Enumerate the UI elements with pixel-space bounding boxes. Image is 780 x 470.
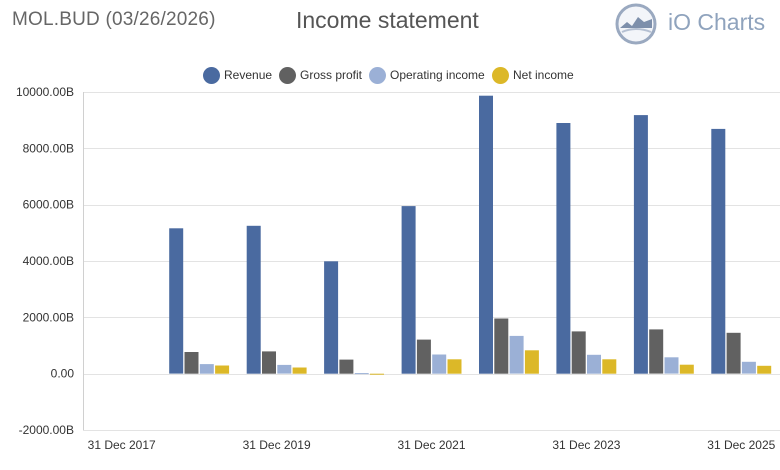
y-tick-label: 10000.00B	[16, 85, 74, 99]
bar-net-income[interactable]	[757, 365, 772, 374]
legend-swatch-operating-income	[369, 66, 386, 84]
x-tick-label: 31 Dec 2023	[552, 438, 620, 452]
bar-revenue[interactable]	[633, 115, 648, 374]
bar-gross-profit[interactable]	[494, 318, 509, 374]
bar-gross-profit[interactable]	[184, 352, 199, 374]
chart-title: Income statement	[296, 7, 479, 33]
legend-label-revenue: Revenue	[224, 68, 273, 82]
bar-operating-income[interactable]	[199, 364, 214, 374]
y-tick-label: 6000.00B	[23, 198, 74, 212]
bar-gross-profit[interactable]	[339, 359, 354, 374]
bar-operating-income[interactable]	[741, 361, 756, 374]
bar-operating-income[interactable]	[277, 364, 292, 374]
legend-label-operating-income: Operating income	[390, 68, 485, 82]
y-tick-label: 2000.00B	[23, 310, 74, 324]
y-tick-label: 8000.00B	[23, 141, 74, 155]
bar-net-income[interactable]	[292, 367, 307, 374]
x-tick-label: 31 Dec 2019	[243, 438, 311, 452]
x-tick-label: 31 Dec 2025	[707, 438, 775, 452]
bar-gross-profit[interactable]	[571, 331, 586, 374]
bar-net-income[interactable]	[524, 350, 539, 374]
bar-revenue[interactable]	[169, 228, 184, 374]
legend-swatch-net-income	[492, 66, 509, 84]
x-tick-label: 31 Dec 2021	[397, 438, 465, 452]
bar-net-income[interactable]	[602, 359, 617, 374]
legend-item-revenue[interactable]: Revenue	[203, 66, 272, 84]
y-tick-label: 0.00	[51, 367, 75, 381]
bar-revenue[interactable]	[401, 206, 416, 374]
bar-net-income[interactable]	[679, 364, 694, 374]
bar-net-income[interactable]	[215, 365, 230, 374]
bar-operating-income[interactable]	[587, 354, 601, 374]
y-tick-label: -2000.00B	[19, 423, 74, 437]
bar-revenue[interactable]	[556, 123, 571, 374]
bar-operating-income[interactable]	[354, 373, 369, 375]
bar-gross-profit[interactable]	[649, 329, 664, 374]
bar-gross-profit[interactable]	[726, 332, 741, 374]
bar-revenue[interactable]	[479, 95, 493, 374]
brand-name: iO Charts	[668, 9, 766, 35]
x-tick-label: 31 Dec 2017	[88, 438, 156, 452]
bar-series	[169, 95, 772, 375]
grid-lines	[83, 92, 780, 431]
bar-gross-profit[interactable]	[262, 351, 276, 374]
bar-net-income[interactable]	[447, 359, 462, 374]
y-tick-label: 4000.00B	[23, 254, 74, 268]
legend-item-operating-income[interactable]: Operating income	[369, 66, 485, 84]
brand-logo[interactable]: iO Charts	[614, 2, 780, 46]
brand-globe-icon	[615, 3, 657, 45]
legend-item-gross-profit[interactable]: Gross profit	[279, 66, 362, 84]
legend-item-net-income[interactable]: Net income	[492, 66, 574, 84]
legend-label-net-income: Net income	[513, 68, 574, 82]
legend-label-gross-profit: Gross profit	[300, 68, 363, 82]
bar-operating-income[interactable]	[664, 357, 679, 374]
y-axis-tick-labels: -2000.00B 0.00 2000.00B 4000.00B 6000.00B 800…	[16, 85, 74, 437]
legend-swatch-gross-profit	[279, 66, 296, 84]
legend-swatch-revenue	[203, 66, 220, 84]
ticker-label: MOL.BUD (03/26/2026)	[12, 9, 216, 30]
bar-revenue[interactable]	[324, 261, 339, 374]
chart-legend: Revenue Gross profit Operating income Ne…	[0, 66, 780, 84]
x-axis-tick-labels: 31 Dec 2017 31 Dec 2019 31 Dec 2021 31 Dec …	[88, 438, 776, 452]
bar-revenue[interactable]	[711, 128, 726, 374]
bar-net-income[interactable]	[370, 373, 384, 375]
bar-operating-income[interactable]	[432, 354, 447, 374]
bar-operating-income[interactable]	[509, 335, 524, 374]
bar-revenue[interactable]	[246, 225, 261, 374]
bar-gross-profit[interactable]	[416, 339, 431, 374]
